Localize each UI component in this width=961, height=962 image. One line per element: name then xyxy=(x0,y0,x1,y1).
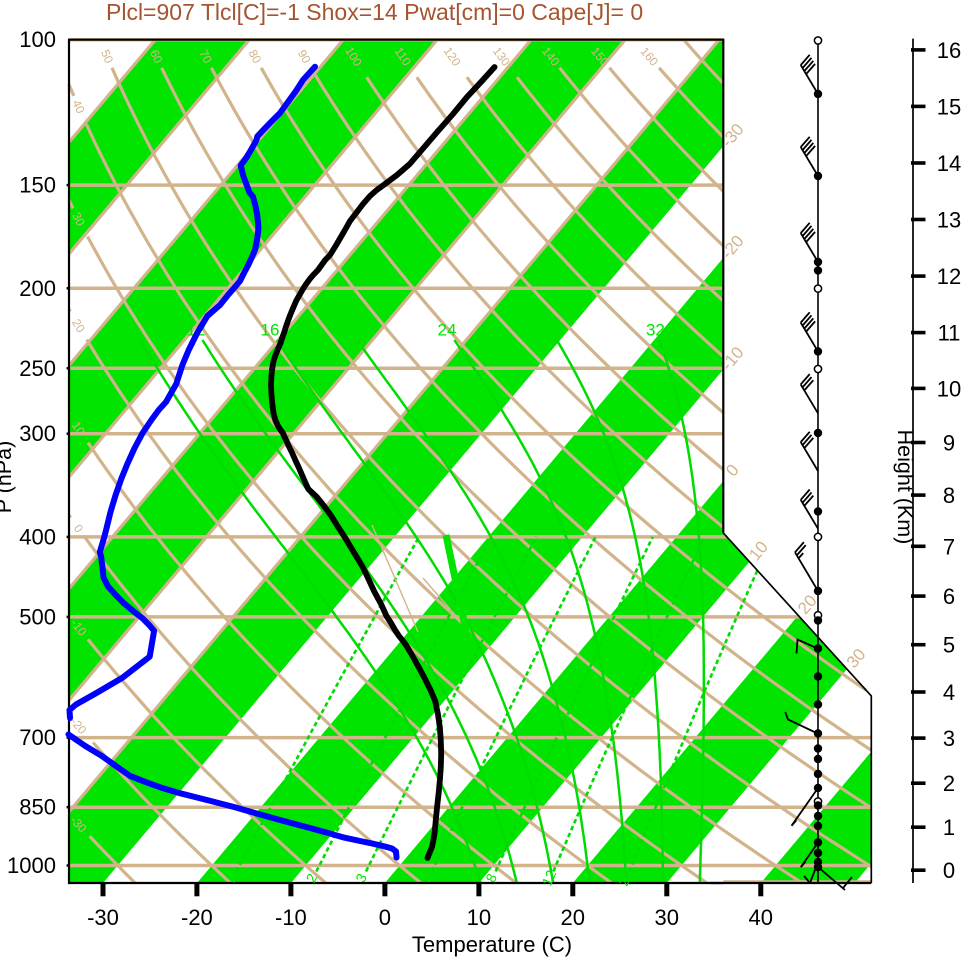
svg-text:20: 20 xyxy=(561,905,585,930)
svg-text:700: 700 xyxy=(19,725,56,750)
svg-text:20: 20 xyxy=(69,316,88,335)
svg-text:6: 6 xyxy=(943,584,955,609)
svg-text:400: 400 xyxy=(19,524,56,549)
svg-text:11: 11 xyxy=(938,321,961,346)
svg-text:Temperature (C): Temperature (C) xyxy=(412,932,572,957)
svg-text:2: 2 xyxy=(943,771,955,796)
svg-text:40: 40 xyxy=(749,905,773,930)
svg-text:14: 14 xyxy=(937,151,961,176)
svg-text:0: 0 xyxy=(379,905,391,930)
svg-text:Height (Km): Height (Km) xyxy=(893,430,917,545)
svg-text:3: 3 xyxy=(943,726,955,751)
svg-text:60: 60 xyxy=(147,47,165,65)
svg-text:P (hPa): P (hPa) xyxy=(0,441,16,514)
svg-text:16: 16 xyxy=(261,320,280,339)
svg-text:40: 40 xyxy=(69,98,87,116)
svg-text:10: 10 xyxy=(937,376,961,401)
svg-text:30: 30 xyxy=(69,210,88,229)
svg-text:16: 16 xyxy=(937,38,961,63)
svg-text:850: 850 xyxy=(19,795,56,820)
svg-text:13: 13 xyxy=(937,208,961,233)
svg-text:-30: -30 xyxy=(87,905,119,930)
svg-text:24: 24 xyxy=(438,320,457,339)
svg-text:5: 5 xyxy=(943,633,955,658)
svg-text:250: 250 xyxy=(19,356,56,381)
svg-text:Plcl=907 Tlcl[C]=-1 Shox=14 Pw: Plcl=907 Tlcl[C]=-1 Shox=14 Pwat[cm]=0 C… xyxy=(106,0,643,25)
svg-text:50: 50 xyxy=(98,48,116,66)
svg-text:1: 1 xyxy=(943,815,955,840)
svg-text:0: 0 xyxy=(943,858,955,883)
svg-text:300: 300 xyxy=(19,421,56,446)
svg-text:9: 9 xyxy=(943,431,955,456)
svg-text:12: 12 xyxy=(937,264,961,289)
svg-text:4: 4 xyxy=(943,680,955,705)
svg-text:30: 30 xyxy=(655,905,679,930)
svg-text:90: 90 xyxy=(295,47,314,66)
svg-text:28: 28 xyxy=(541,320,560,339)
svg-text:500: 500 xyxy=(19,604,56,629)
svg-text:20: 20 xyxy=(615,868,636,889)
svg-text:15: 15 xyxy=(937,94,961,119)
svg-text:70: 70 xyxy=(196,47,215,66)
svg-text:8: 8 xyxy=(943,483,955,508)
svg-text:20: 20 xyxy=(340,320,359,339)
svg-text:200: 200 xyxy=(19,276,56,301)
svg-text:7: 7 xyxy=(943,534,955,559)
svg-text:1000: 1000 xyxy=(7,853,56,878)
svg-text:8: 8 xyxy=(130,320,139,339)
svg-text:10: 10 xyxy=(467,905,491,930)
svg-text:12: 12 xyxy=(539,867,560,888)
svg-text:80: 80 xyxy=(246,47,265,66)
svg-text:32: 32 xyxy=(646,320,665,339)
svg-text:-10: -10 xyxy=(275,905,307,930)
svg-text:150: 150 xyxy=(19,173,56,198)
svg-text:-20: -20 xyxy=(181,905,213,930)
svg-text:100: 100 xyxy=(19,27,56,52)
